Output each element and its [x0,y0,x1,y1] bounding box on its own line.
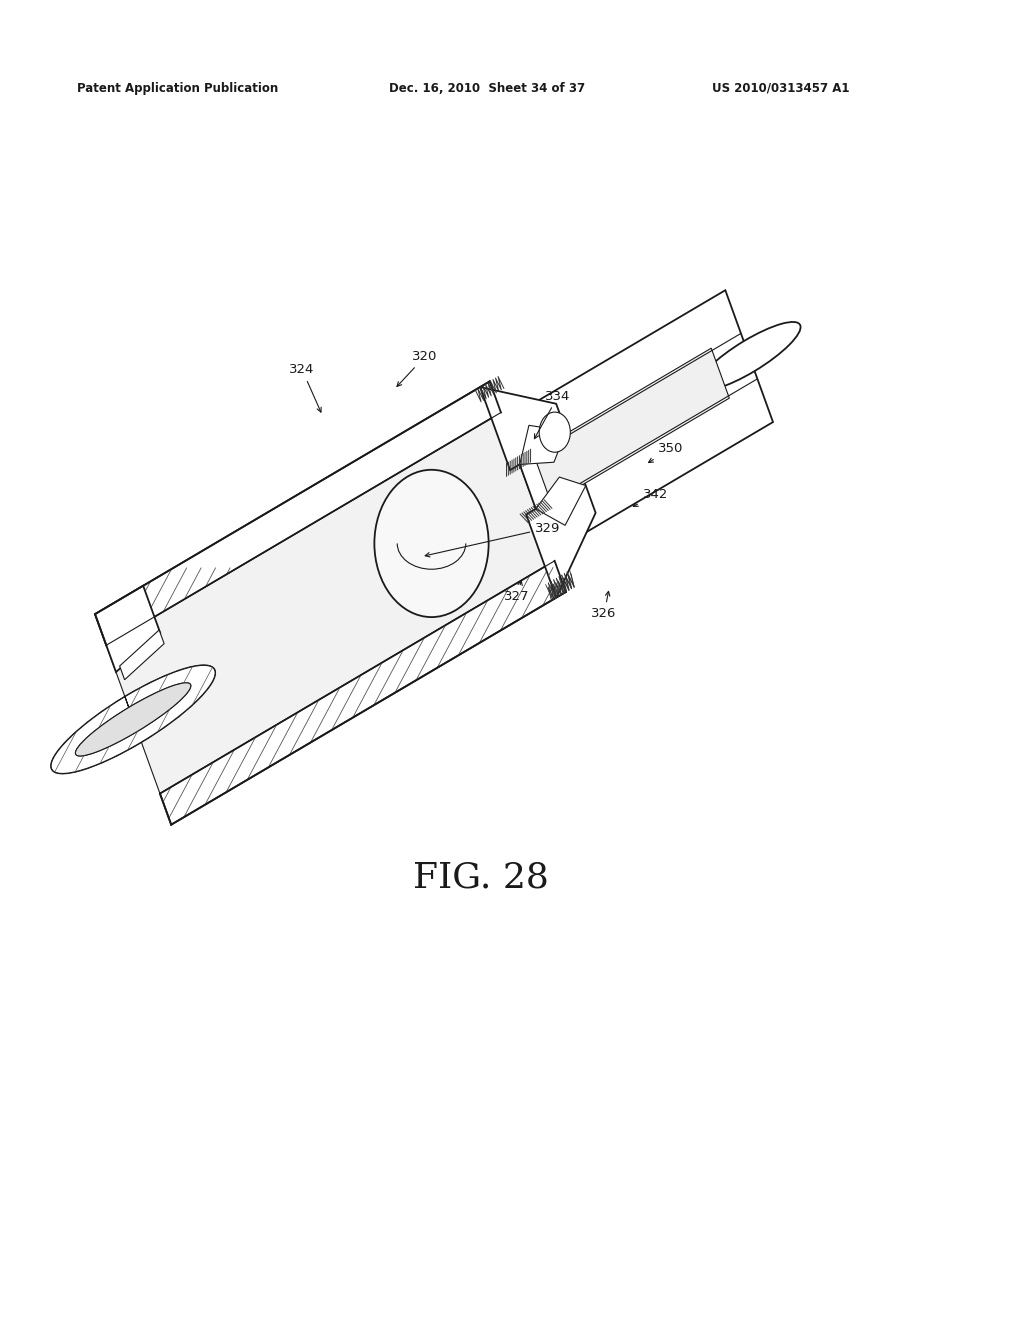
Polygon shape [160,561,566,825]
Polygon shape [520,425,566,465]
Circle shape [540,412,570,453]
Circle shape [375,470,488,616]
Polygon shape [480,387,567,470]
Text: 326: 326 [592,591,616,620]
Text: Dec. 16, 2010  Sheet 34 of 37: Dec. 16, 2010 Sheet 34 of 37 [389,82,586,95]
Text: 320: 320 [397,350,437,387]
Ellipse shape [51,665,215,774]
Polygon shape [536,477,586,525]
Polygon shape [95,586,161,672]
Polygon shape [526,480,596,598]
Polygon shape [106,413,555,793]
Ellipse shape [697,322,801,391]
Text: Patent Application Publication: Patent Application Publication [77,82,279,95]
Polygon shape [120,630,164,680]
Text: 324: 324 [290,363,322,412]
Text: 334: 334 [535,389,570,438]
Text: 329: 329 [425,521,560,557]
Text: 350: 350 [648,442,683,462]
Text: 342: 342 [633,488,668,507]
Polygon shape [504,290,773,553]
Polygon shape [534,348,729,503]
Ellipse shape [76,682,190,756]
Text: 327: 327 [505,581,529,603]
Polygon shape [51,665,215,774]
Text: FIG. 28: FIG. 28 [414,861,549,895]
Text: US 2010/0313457 A1: US 2010/0313457 A1 [712,82,849,95]
Polygon shape [95,381,501,645]
